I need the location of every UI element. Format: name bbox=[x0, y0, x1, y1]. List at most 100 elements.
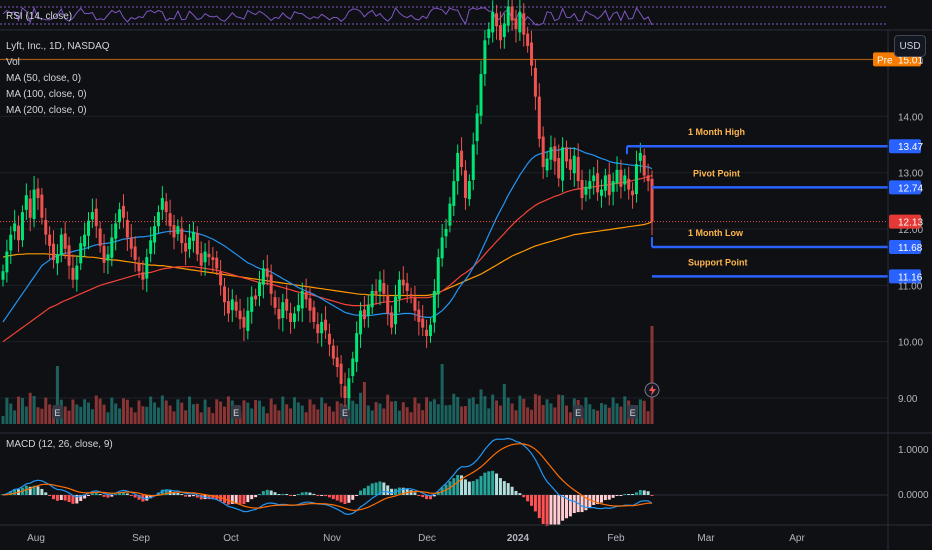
macd-histogram-bar bbox=[510, 486, 514, 495]
macd-histogram-bar bbox=[611, 495, 615, 498]
candle-body bbox=[650, 178, 654, 222]
volume-bar bbox=[137, 400, 141, 424]
macd-histogram-bar bbox=[615, 495, 619, 496]
candle-body bbox=[269, 274, 273, 294]
macd-histogram-bar bbox=[188, 495, 192, 497]
volume-bar bbox=[463, 406, 467, 424]
macd-histogram-bar bbox=[413, 492, 417, 495]
time-axis[interactable]: Aug Sep Oct Nov Dec 2024 Feb Mar Apr bbox=[27, 533, 805, 544]
macd-histogram-bar bbox=[121, 491, 125, 495]
macd-histogram-bar bbox=[44, 492, 48, 495]
candle-body bbox=[86, 220, 90, 236]
volume-bar bbox=[487, 408, 491, 424]
candle-body bbox=[312, 307, 316, 322]
macd-histogram-bar bbox=[382, 482, 386, 495]
volume-bar bbox=[549, 403, 553, 424]
volume-bar bbox=[83, 399, 87, 424]
candle-body bbox=[223, 286, 227, 303]
macd-histogram-bar bbox=[495, 473, 499, 495]
candle-body bbox=[195, 232, 199, 255]
candle-body bbox=[565, 147, 569, 162]
volume-bar bbox=[642, 400, 646, 424]
volume-bar bbox=[545, 399, 549, 424]
candle-body bbox=[242, 316, 246, 328]
volume-bar bbox=[351, 400, 355, 424]
volume-bar bbox=[417, 403, 421, 424]
macd-histogram-bar bbox=[432, 495, 436, 497]
volume-bar bbox=[460, 406, 464, 424]
volume-bar bbox=[401, 402, 405, 424]
candle-body bbox=[405, 283, 409, 291]
candle-body bbox=[20, 212, 24, 241]
candle-body bbox=[230, 299, 234, 311]
macd-histogram-bar bbox=[211, 495, 215, 500]
macd-histogram-bar bbox=[572, 495, 576, 514]
candle-body bbox=[133, 246, 137, 260]
volume-bar bbox=[71, 399, 75, 424]
candle-body bbox=[460, 150, 464, 168]
macd-histogram-bar bbox=[359, 490, 363, 495]
candles bbox=[1, 0, 654, 410]
volume-bar bbox=[327, 406, 331, 424]
macd-histogram-bar bbox=[125, 493, 129, 495]
volume-bar bbox=[277, 410, 281, 424]
volume-bar bbox=[413, 397, 417, 424]
candle-body bbox=[545, 158, 549, 171]
candle-body bbox=[475, 113, 479, 142]
volume-bar bbox=[13, 410, 17, 424]
candle-body bbox=[623, 175, 627, 185]
macd-histogram-bar bbox=[145, 495, 149, 501]
volume-bar bbox=[180, 402, 184, 424]
level-tag-2 bbox=[889, 240, 921, 255]
macd-histogram-bar bbox=[491, 470, 495, 495]
macd-histogram-bar bbox=[355, 495, 359, 496]
candle-body bbox=[121, 205, 125, 218]
candle-body bbox=[537, 96, 541, 139]
volume-bar bbox=[533, 394, 537, 424]
macd-histogram-bar bbox=[452, 478, 456, 495]
volume-bar bbox=[55, 366, 59, 424]
volume-bar bbox=[90, 409, 94, 424]
volume-bar bbox=[421, 410, 425, 424]
macd-histogram-bar bbox=[514, 490, 518, 495]
macd-histogram-bar bbox=[599, 495, 603, 503]
candle-body bbox=[498, 25, 502, 41]
rsi-title: RSI (14, close) bbox=[6, 11, 72, 22]
volume-bar bbox=[514, 410, 518, 424]
candle-body bbox=[180, 228, 184, 244]
macd-histogram-bar bbox=[180, 494, 184, 495]
macd-histogram-bar bbox=[545, 495, 549, 527]
candle-body bbox=[331, 345, 335, 359]
macd-histogram-bar bbox=[129, 495, 133, 496]
price-tick-3: 12.00 bbox=[898, 225, 923, 236]
level-label-2: 1 Month Low bbox=[688, 228, 744, 238]
macd-histogram-bar bbox=[335, 495, 339, 501]
candle-body bbox=[207, 253, 211, 258]
macd-histogram-bar bbox=[289, 495, 293, 496]
macd-histogram-bar bbox=[257, 494, 261, 495]
earnings-icon bbox=[52, 405, 63, 419]
macd-histogram-bar bbox=[518, 493, 522, 495]
level-tag-text-0: 13.47 bbox=[898, 142, 923, 153]
volume-bar bbox=[289, 408, 293, 424]
candle-body bbox=[327, 333, 331, 345]
macd-histogram-bar bbox=[320, 495, 324, 496]
volume-bar bbox=[394, 401, 398, 424]
volume-bar bbox=[9, 403, 13, 424]
earnings-icon-letter: E bbox=[233, 408, 239, 418]
level-tag-3 bbox=[889, 269, 921, 284]
candle-body bbox=[261, 268, 265, 285]
currency-button[interactable]: USD bbox=[894, 35, 926, 57]
macd-histogram-bar bbox=[479, 476, 483, 495]
macd-histogram-bar bbox=[565, 495, 569, 519]
macd-histogram-bar bbox=[386, 485, 390, 495]
earnings-icon-letter: E bbox=[342, 408, 348, 418]
macd-histogram-bar bbox=[254, 495, 258, 498]
macd-histogram-bar bbox=[405, 488, 409, 495]
macd-histogram-bar bbox=[110, 495, 114, 497]
macd-histogram-bar bbox=[79, 495, 83, 501]
candle-body bbox=[467, 181, 471, 200]
ma200-line bbox=[2, 221, 653, 297]
indicator-ma50: MA (50, close, 0) bbox=[6, 73, 81, 84]
